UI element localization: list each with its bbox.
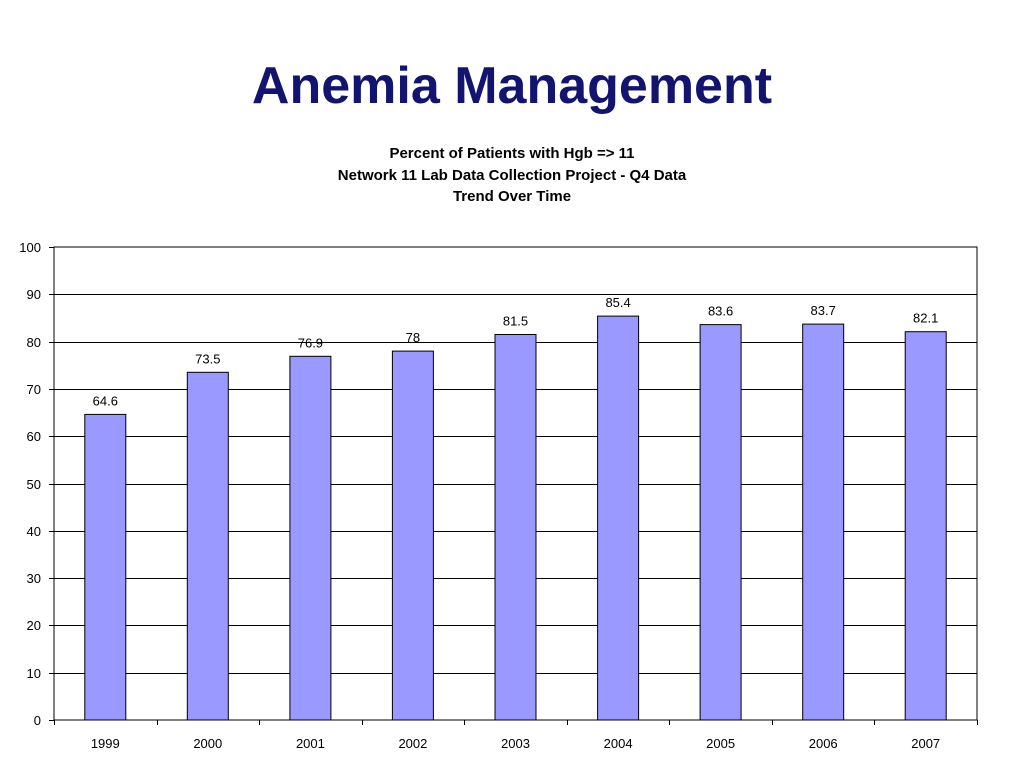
x-tick-label: 2007 xyxy=(911,736,940,751)
y-tick-label: 30 xyxy=(27,571,41,586)
x-tick-label: 2006 xyxy=(809,736,838,751)
data-label: 81.5 xyxy=(503,314,528,329)
x-tick-label: 2003 xyxy=(501,736,530,751)
bar xyxy=(186,371,229,721)
data-label: 82.1 xyxy=(913,311,938,326)
chart-title-block: Percent of Patients with Hgb => 11 Netwo… xyxy=(0,143,1024,208)
chart-title-line-1: Percent of Patients with Hgb => 11 xyxy=(389,145,635,162)
y-tick-label: 10 xyxy=(27,666,41,681)
y-tick-label: 0 xyxy=(34,713,41,728)
x-tick-label: 2000 xyxy=(193,736,222,751)
data-label: 85.4 xyxy=(605,295,630,310)
y-tick-label: 60 xyxy=(27,429,41,444)
chart-title-line-2: Network 11 Lab Data Collection Project -… xyxy=(337,166,687,184)
data-label: 76.9 xyxy=(298,335,323,350)
y-tick-label: 50 xyxy=(27,477,41,492)
x-tick-label: 2002 xyxy=(398,736,427,751)
axes xyxy=(49,246,978,725)
plot-area-border xyxy=(53,246,978,721)
data-label: 78 xyxy=(406,330,420,345)
x-tick-label: 2001 xyxy=(296,736,325,751)
bar xyxy=(289,355,332,721)
y-tick-label: 40 xyxy=(27,524,41,539)
bar xyxy=(597,315,640,721)
y-tick-label: 80 xyxy=(27,335,41,350)
y-tick-label: 90 xyxy=(27,287,41,302)
bar xyxy=(802,323,845,721)
slide-title: Anemia Management xyxy=(251,57,773,115)
x-tick-label: 1999 xyxy=(91,736,120,751)
bar xyxy=(84,413,127,721)
data-label: 73.5 xyxy=(195,351,220,366)
y-tick-label: 20 xyxy=(27,618,41,633)
labels: 0 10 20 30 40 50 60 70 80 90 100 64.6 1999 73.5 2000 76… xyxy=(19,240,940,751)
data-label: 64.6 xyxy=(93,393,118,408)
bar xyxy=(391,350,434,721)
x-tick-label: 2005 xyxy=(706,736,735,751)
x-tick-label: 2004 xyxy=(604,736,633,751)
data-label: 83.7 xyxy=(811,303,836,318)
bars xyxy=(84,315,947,721)
y-tick-label: 100 xyxy=(19,240,41,255)
bar xyxy=(494,334,537,721)
bar xyxy=(904,331,947,721)
bar xyxy=(699,324,742,721)
data-label: 83.6 xyxy=(708,304,733,319)
chart-title-line-3: Trend Over Time xyxy=(452,188,572,205)
y-tick-label: 70 xyxy=(27,382,41,397)
